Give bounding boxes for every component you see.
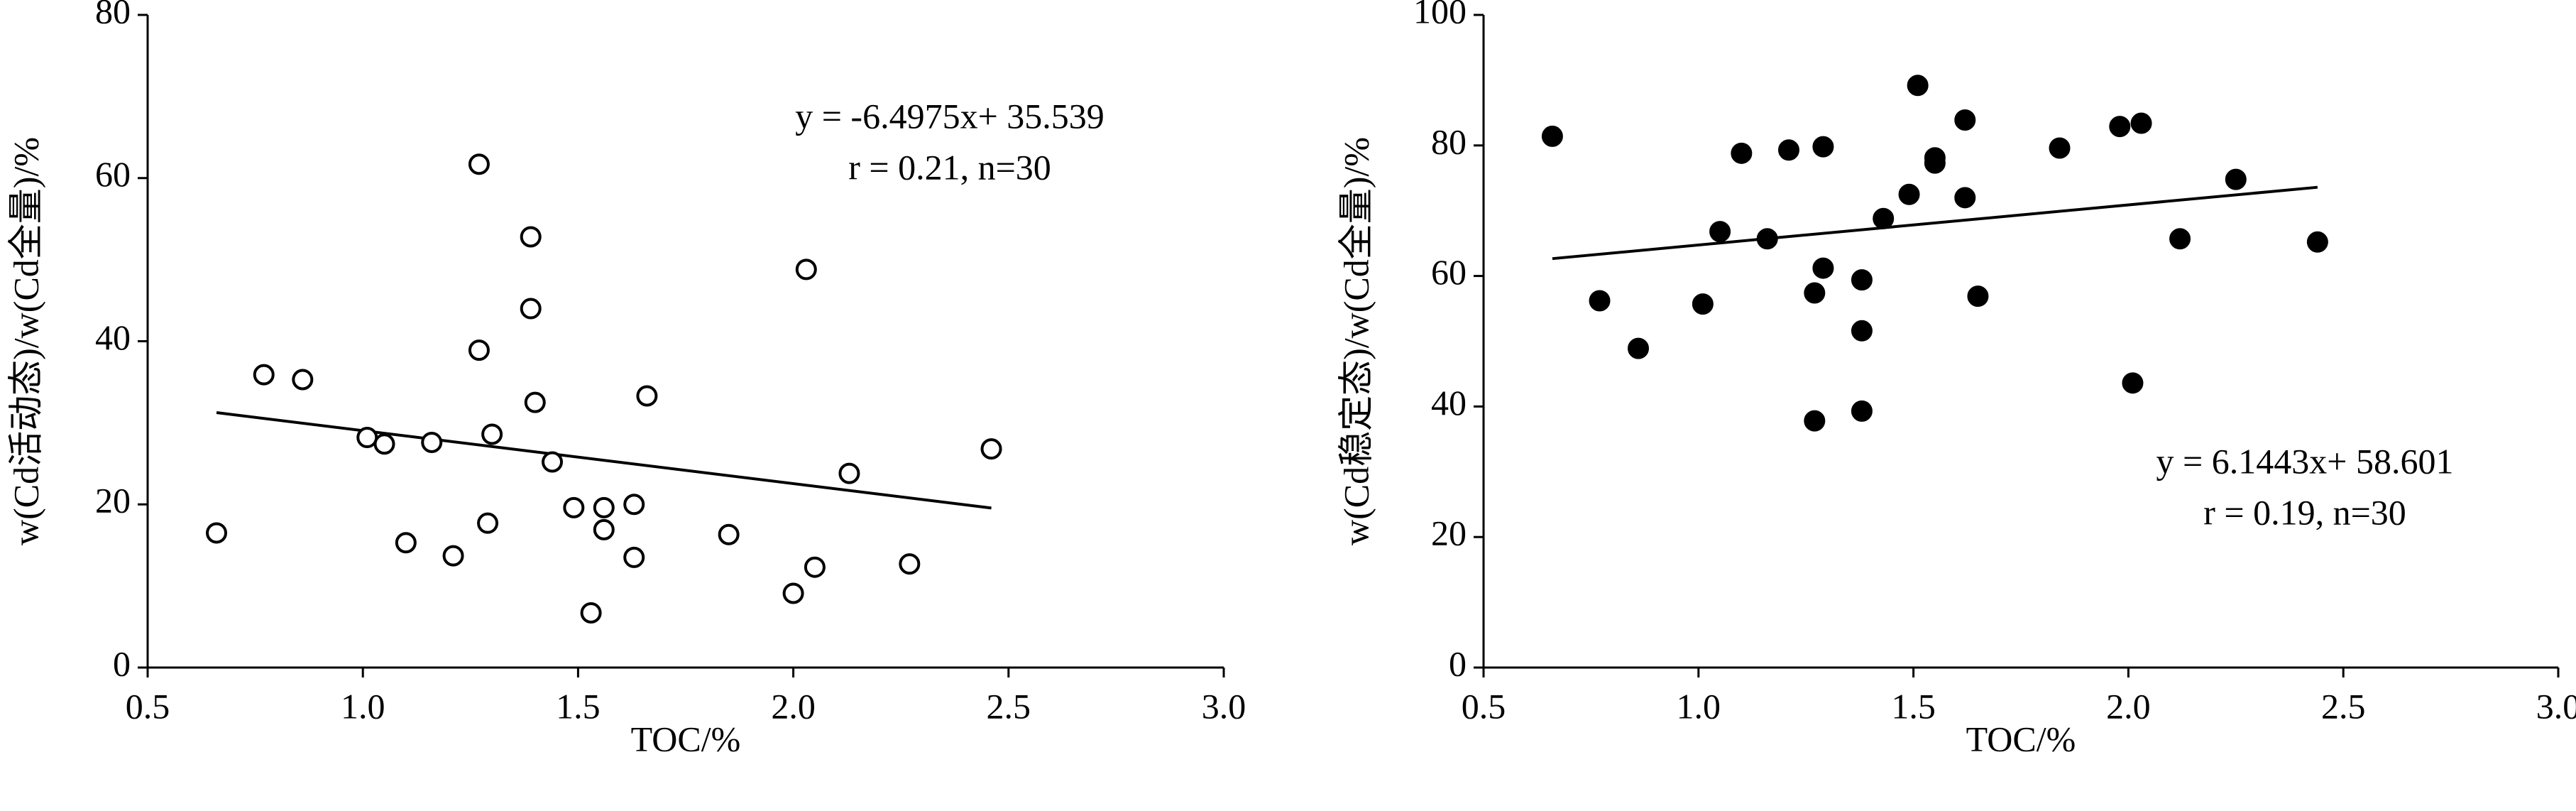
data-point — [1954, 109, 1976, 131]
data-point — [2225, 168, 2247, 190]
data-point — [1907, 75, 1929, 97]
data-point — [2306, 231, 2328, 253]
data-point — [636, 385, 658, 407]
x-tick-label: 0.5 — [126, 686, 170, 726]
x-tick-label: 3.0 — [2536, 686, 2576, 726]
data-point — [1756, 228, 1778, 250]
annotation: y = -6.4975x+ 35.539 — [795, 96, 1105, 136]
y-axis-title: w(Cd稳定态)/w(Cd全量)/% — [1336, 137, 1376, 545]
data-point — [1589, 290, 1611, 312]
data-point — [718, 523, 740, 545]
data-point — [1692, 293, 1714, 315]
data-point — [580, 602, 602, 624]
x-tick-label: 1.0 — [1677, 686, 1721, 726]
data-point — [1924, 147, 1946, 169]
data-point — [520, 298, 542, 320]
data-point — [477, 512, 499, 534]
data-point — [2122, 372, 2144, 394]
data-point — [838, 462, 860, 484]
data-point — [1954, 187, 1976, 209]
y-tick-label: 0 — [113, 643, 131, 683]
data-point — [1851, 269, 1873, 291]
y-tick-label: 40 — [1431, 383, 1467, 423]
y-tick-label: 20 — [1431, 513, 1467, 553]
data-point — [1709, 221, 1731, 243]
data-point — [623, 494, 645, 516]
data-point — [782, 582, 804, 604]
data-point — [1851, 400, 1873, 422]
chart: 0 20 40 60 80 100 0.5 1.0 1.5 2.0 2.5 3.0 TOC/% w(Cd稳… — [1336, 0, 2576, 758]
data-point — [292, 369, 314, 391]
x-axis-title: TOC/% — [1966, 719, 2076, 758]
y-tick-label: 0 — [1449, 643, 1467, 683]
x-tick-label: 2.5 — [2321, 686, 2366, 726]
data-point — [1967, 285, 1989, 307]
data-point — [2109, 116, 2131, 138]
data-point — [623, 546, 645, 568]
data-point — [206, 522, 228, 544]
data-point — [1873, 207, 1895, 229]
data-point — [1731, 142, 1753, 164]
annotation: r = 0.21, n=30 — [848, 147, 1051, 187]
data-point — [1628, 337, 1650, 359]
x-tick-label: 2.0 — [771, 686, 816, 726]
data-point — [481, 423, 503, 445]
data-point — [1812, 257, 1834, 279]
x-tick-label: 0.5 — [1462, 686, 1506, 726]
x-tick-label: 2.5 — [987, 686, 1031, 726]
data-point — [1777, 139, 1799, 161]
data-point — [1898, 183, 1920, 205]
x-axis-title: TOC/% — [631, 719, 741, 758]
data-point — [2049, 137, 2071, 159]
y-axis-title: w(Cd活动态)/w(Cd全量)/% — [6, 137, 45, 545]
trend-line — [216, 411, 992, 510]
data-point — [395, 532, 417, 554]
data-point — [421, 431, 443, 453]
data-point — [442, 545, 464, 567]
data-point — [2130, 112, 2152, 134]
data-point — [1851, 320, 1873, 342]
y-tick-label: 80 — [1431, 121, 1467, 161]
x-tick-label: 3.0 — [1202, 686, 1246, 726]
y-tick-label: 60 — [95, 154, 131, 194]
x-tick-label: 2.0 — [2106, 686, 2151, 726]
data-point — [468, 153, 490, 175]
data-point — [795, 258, 817, 281]
annotation: r = 0.19, n=30 — [2203, 492, 2406, 532]
data-point — [593, 518, 615, 540]
y-tick-label: 100 — [1413, 0, 1467, 31]
data-point — [253, 364, 275, 386]
annotation: y = 6.1443x+ 58.601 — [2156, 441, 2454, 481]
data-point — [520, 226, 542, 248]
data-point — [899, 553, 921, 575]
data-point — [804, 556, 826, 578]
data-point — [593, 496, 615, 518]
y-tick-label: 40 — [95, 317, 131, 357]
data-point — [356, 427, 378, 449]
data-point — [1812, 136, 1834, 158]
y-tick-label: 20 — [95, 481, 131, 521]
trend-line — [1552, 185, 2318, 261]
data-point — [468, 339, 490, 361]
data-point — [1804, 410, 1826, 432]
data-point — [1541, 125, 1563, 147]
data-point — [980, 438, 1002, 460]
data-point — [373, 433, 395, 455]
x-tick-label: 1.0 — [341, 686, 385, 726]
chart: 0 20 40 60 80 0.5 1.0 1.5 2.0 2.5 3.0 TOC/% w(Cd活动态)… — [6, 0, 1246, 758]
data-point — [524, 391, 546, 413]
y-tick-label: 60 — [1431, 252, 1467, 292]
data-point — [1804, 282, 1826, 304]
data-point — [563, 496, 585, 518]
data-point — [2169, 228, 2191, 250]
y-tick-label: 80 — [95, 0, 131, 31]
x-tick-label: 1.5 — [1891, 686, 1936, 726]
data-point — [542, 451, 564, 473]
x-tick-label: 1.5 — [556, 686, 601, 726]
